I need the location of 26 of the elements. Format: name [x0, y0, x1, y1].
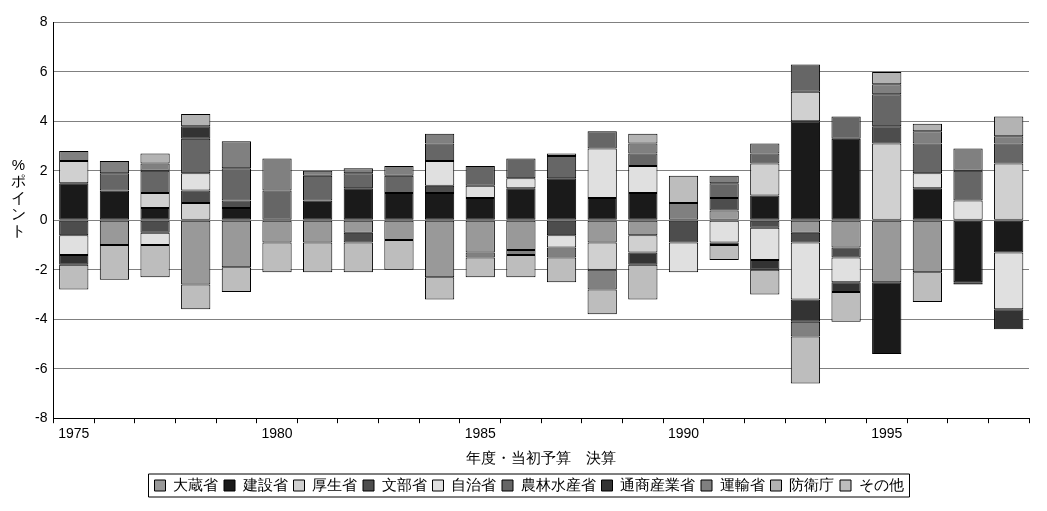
x-tick-label: 1980 [261, 425, 293, 442]
x-tick-label: 1975 [58, 425, 90, 442]
y-tick-label: -4 [35, 310, 48, 327]
x-tick-label: 1990 [667, 425, 700, 442]
legend-label: 厚生省 [312, 475, 357, 493]
y-tick-label: -8 [35, 409, 48, 426]
y-axis-title: %ポイント [10, 155, 27, 240]
y-tick-label: 4 [39, 112, 48, 129]
y-tick-label: -6 [35, 359, 48, 376]
y-tick-label: 2 [39, 161, 48, 178]
legend-label: 建設省 [241, 475, 288, 493]
legend-label: 通商産業省 [620, 475, 695, 493]
legend-label: その他 [858, 475, 904, 493]
legend-label: 自治省 [451, 475, 496, 493]
x-tick-label: 1985 [464, 425, 497, 442]
y-tick-label: -2 [35, 260, 48, 277]
x-tick-label: 1995 [871, 425, 903, 442]
y-tick-label: 6 [39, 62, 48, 79]
y-tick-label: 8 [39, 13, 48, 30]
x-axis-title: 年度・当初予算 決算 [466, 449, 617, 467]
legend-label: 防衛庁 [789, 475, 834, 493]
y-tick-label: 0 [39, 211, 48, 228]
legend-label: 運輸省 [719, 475, 765, 493]
legend-label: 農林水産省 [520, 475, 596, 493]
legend-label: 大蔵省 [173, 475, 218, 493]
legend-label: 文部省 [381, 475, 427, 493]
